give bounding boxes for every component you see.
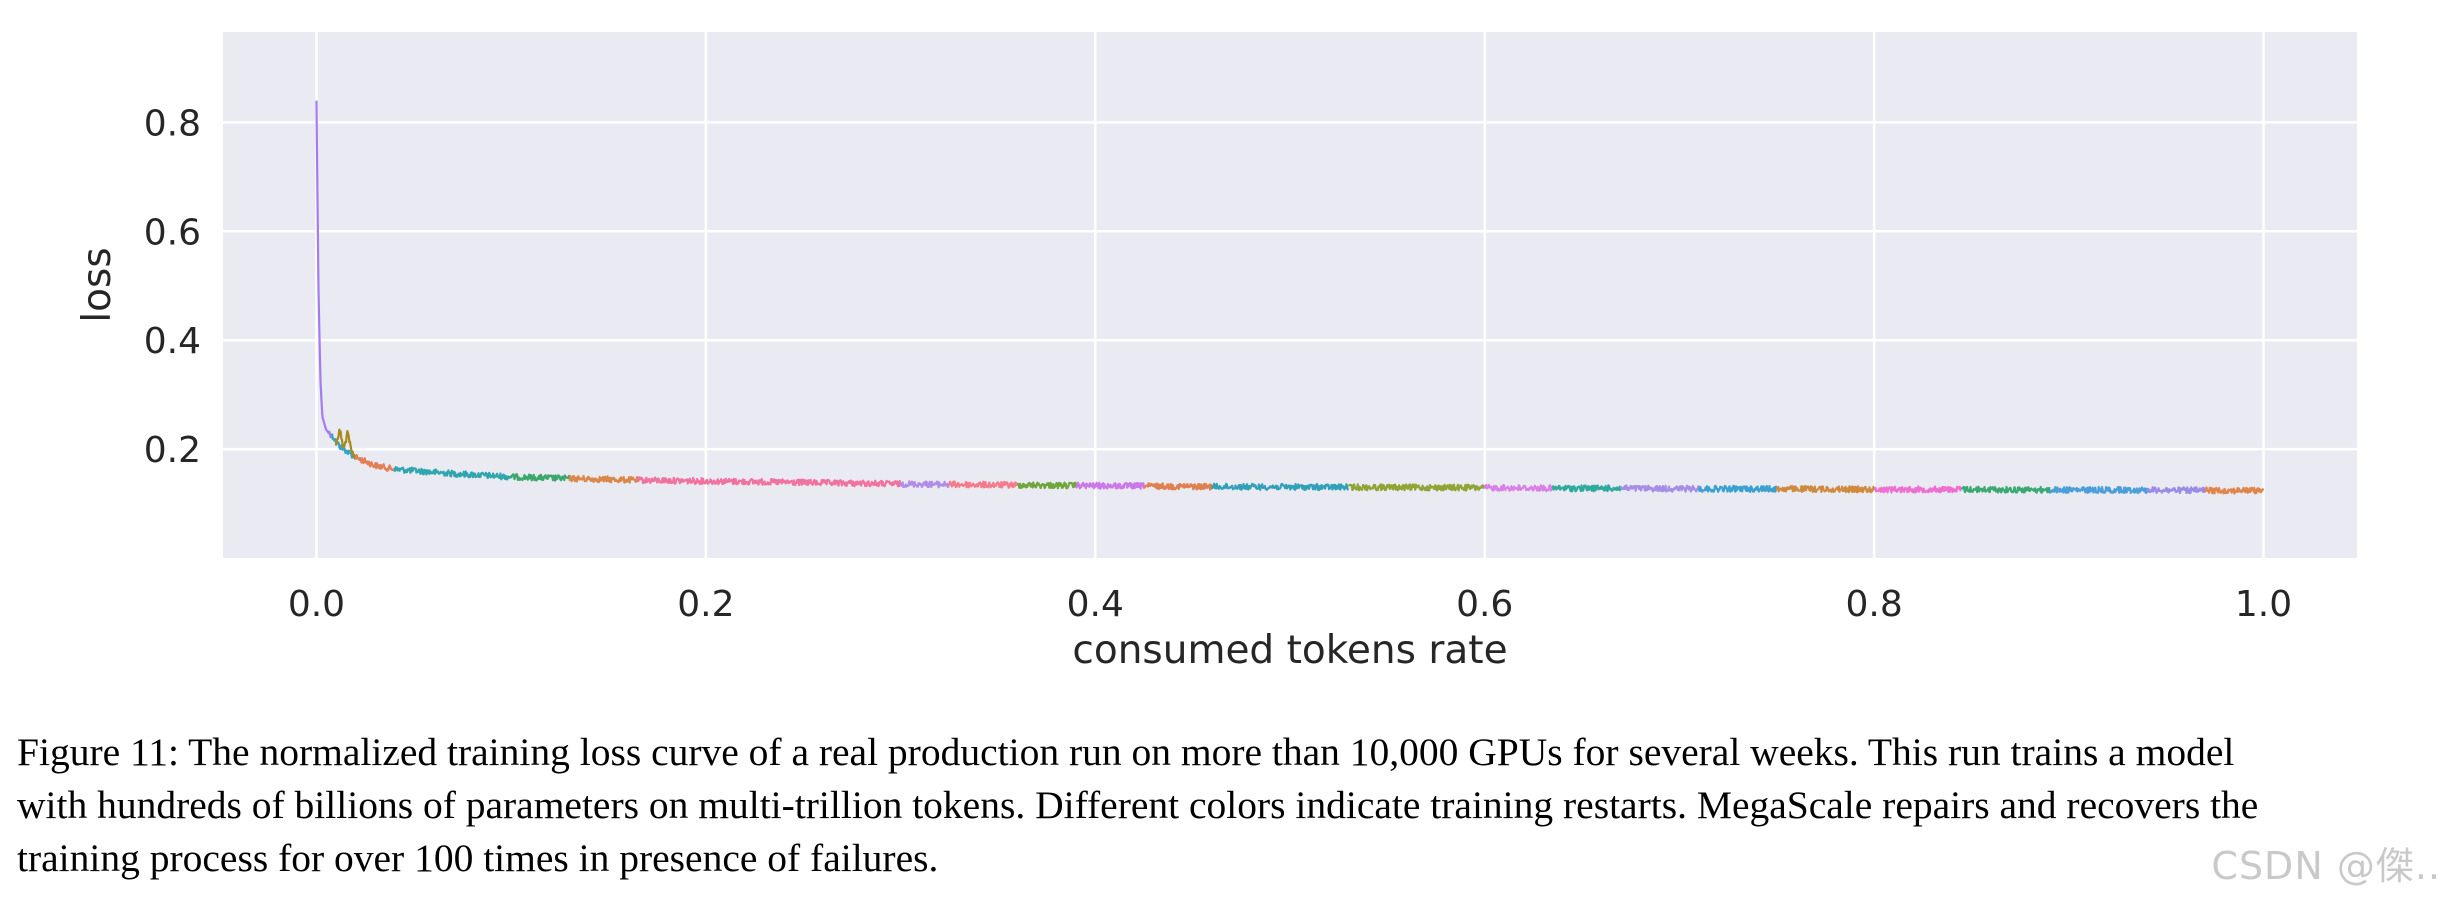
series-line-run-12 <box>1075 481 1146 490</box>
y-tick-label: 0.8 <box>144 103 201 144</box>
x-tick-label: 0.4 <box>1067 584 1124 625</box>
series-line-run-23 <box>2048 485 2148 495</box>
series-line-run-8 <box>636 476 902 488</box>
x-tick-label: 0.2 <box>677 584 734 625</box>
series-line-run-1 <box>315 100 333 439</box>
series-line-run-14 <box>1211 482 1350 492</box>
series-line-run-21 <box>1873 485 1963 494</box>
series-line-run-4 <box>354 453 396 472</box>
series-line-run-25 <box>2204 486 2265 495</box>
series-line-run-20 <box>1775 484 1875 494</box>
x-tick-label: 0.8 <box>1845 584 1902 625</box>
series-line-run-19 <box>1697 484 1778 493</box>
loss-chart: 0.0 0.2 0.4 0.6 0.8 1.0 0.2 0.4 0.6 0.8 consumed … <box>75 32 2357 673</box>
x-tick-label: 1.0 <box>2235 584 2292 625</box>
series-line-run-3 <box>334 428 357 460</box>
watermark: CSDN @傑.. <box>2211 844 2441 888</box>
y-tick-label: 0.4 <box>144 321 201 362</box>
series-line-run-10 <box>948 480 1018 489</box>
series-line-run-5 <box>393 466 513 481</box>
series-line-run-13 <box>1143 482 1213 491</box>
series-line-run-22 <box>1961 485 2051 494</box>
caption-line-2: with hundreds of billions of parameters … <box>17 783 2259 827</box>
y-tick-label: 0.2 <box>144 430 201 471</box>
series-line-run-24 <box>2146 486 2207 495</box>
plot-background <box>223 32 2357 558</box>
x-tick-label: 0.0 <box>288 584 345 625</box>
series-line-run-7 <box>568 474 639 484</box>
figure-caption: Figure 11: The normalized training loss … <box>17 726 2442 885</box>
grid-lines <box>223 32 2357 558</box>
series-line-run-9 <box>899 480 951 489</box>
y-tick-label: 0.6 <box>144 212 201 253</box>
series-line-run-11 <box>1016 481 1077 490</box>
series-line-run-6 <box>510 472 571 482</box>
series-line-run-16 <box>1483 483 1554 493</box>
caption-line-3: training process for over 100 times in p… <box>17 836 939 880</box>
series-line-run-17 <box>1551 484 1622 493</box>
loss-curves <box>315 100 2265 495</box>
series-line-run-15 <box>1347 483 1486 492</box>
x-tick-label: 0.6 <box>1456 584 1513 625</box>
caption-line-1: Figure 11: The normalized training loss … <box>17 730 2235 774</box>
series-line-run-18 <box>1619 484 1700 493</box>
tick-labels: 0.0 0.2 0.4 0.6 0.8 1.0 0.2 0.4 0.6 0.8 <box>144 103 2292 625</box>
y-axis-label: loss <box>75 247 120 322</box>
x-axis-label: consumed tokens rate <box>1072 628 1507 673</box>
